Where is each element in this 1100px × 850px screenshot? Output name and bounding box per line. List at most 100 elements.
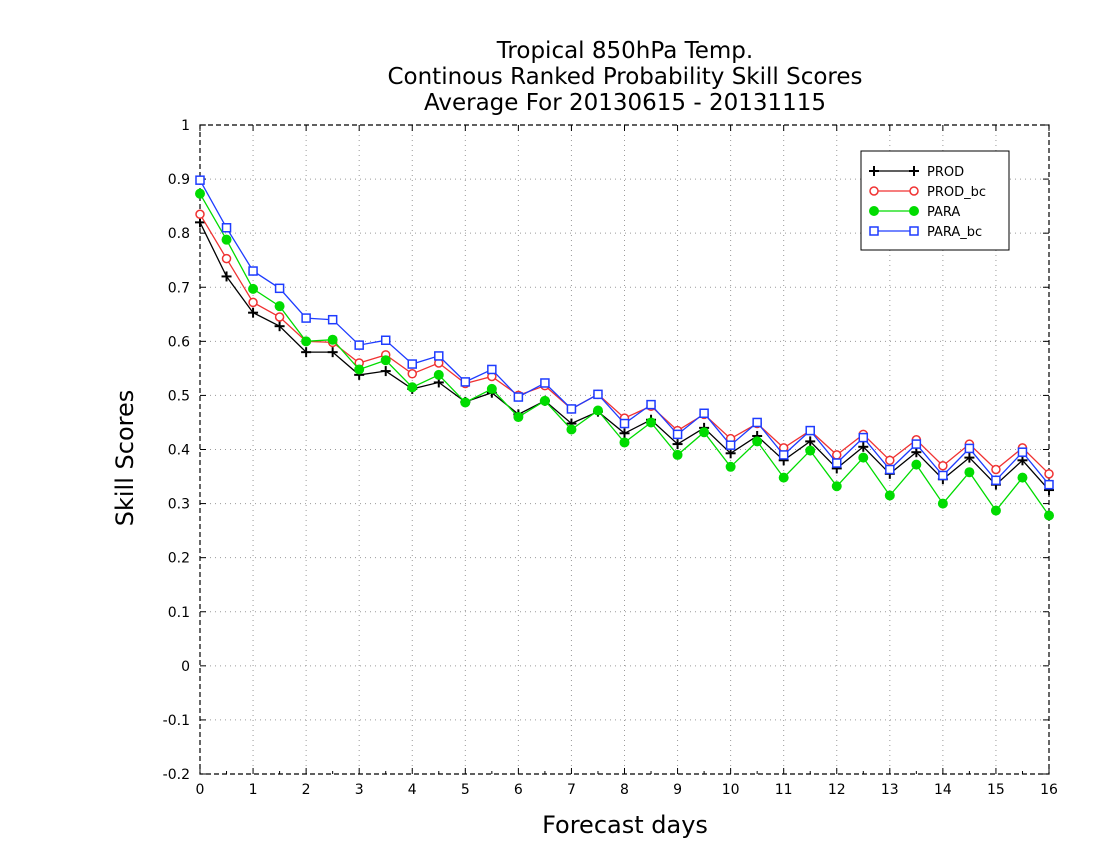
legend-item-prod: PROD xyxy=(869,165,964,180)
data-point-para xyxy=(592,405,603,416)
data-point-para xyxy=(513,412,524,423)
x-tick-label: 2 xyxy=(302,782,311,798)
data-point-para-bc xyxy=(1044,479,1054,490)
data-point-prod-bc xyxy=(938,460,948,471)
legend-label: PROD xyxy=(927,165,964,180)
data-point-para-bc xyxy=(646,399,656,410)
data-point-para xyxy=(354,364,365,375)
x-tick-label: 4 xyxy=(408,782,417,798)
data-point-para-bc xyxy=(407,359,417,369)
legend-marker xyxy=(869,186,879,196)
data-point-para xyxy=(221,234,232,245)
data-point-para-bc xyxy=(540,378,550,388)
data-point-para xyxy=(380,355,391,366)
grid xyxy=(200,125,1049,774)
x-axis-title: Forecast days xyxy=(542,811,708,839)
y-tick-label: 0.8 xyxy=(168,226,190,242)
data-point-prod xyxy=(911,447,922,458)
data-point-para-bc xyxy=(725,440,736,450)
data-point-para xyxy=(1044,510,1054,521)
data-point-para-bc xyxy=(274,283,285,294)
data-point-para xyxy=(1017,472,1028,483)
y-tick-label: 1 xyxy=(181,118,190,134)
data-point-para xyxy=(460,397,471,408)
data-point-para xyxy=(274,301,285,312)
data-point-para xyxy=(805,445,816,456)
data-point-prod xyxy=(221,271,232,282)
data-point-prod xyxy=(964,452,975,463)
legend-marker xyxy=(869,226,879,236)
x-tick-label: 6 xyxy=(514,782,523,798)
title-line-3: Average For 20130615 - 20131115 xyxy=(424,90,826,116)
data-point-para xyxy=(964,467,975,478)
data-point-para xyxy=(301,336,312,347)
y-axis-title: Skill Scores xyxy=(111,390,139,527)
axis-ticks: 0 1 2 3 4 5 6 7 8 9 10 11 12 13 14 15 16-0.2-0.100.10.20… xyxy=(163,118,1058,798)
data-point-para-bc xyxy=(964,443,975,454)
data-point-prod xyxy=(195,217,205,228)
data-point-para xyxy=(619,437,630,448)
series-para xyxy=(195,188,1054,521)
data-point-prod xyxy=(858,441,869,452)
data-point-prod xyxy=(805,436,816,447)
data-point-para-bc xyxy=(354,340,364,350)
title-line-2: Continous Ranked Probability Skill Score… xyxy=(387,64,862,90)
data-point-para xyxy=(433,369,444,380)
y-tick-label: 0.5 xyxy=(168,388,190,404)
data-point-prod-bc xyxy=(991,464,1001,475)
legend-marker xyxy=(869,166,879,176)
data-point-para-bc xyxy=(885,464,895,475)
data-point-prod-bc xyxy=(221,253,232,264)
data-point-para xyxy=(566,424,577,435)
data-point-para xyxy=(486,383,497,394)
data-point-para-bc xyxy=(566,404,577,414)
data-point-para-bc xyxy=(672,429,683,440)
legend-marker xyxy=(909,166,919,176)
legend-item-para: PARA xyxy=(869,205,960,220)
data-point-prod-bc xyxy=(1044,469,1054,479)
data-point-para xyxy=(725,461,736,472)
data-point-para-bc xyxy=(938,470,948,481)
data-point-para-bc xyxy=(487,364,497,375)
x-tick-label: 11 xyxy=(775,782,793,798)
data-point-para xyxy=(248,283,259,294)
y-tick-label: 0.4 xyxy=(168,443,190,459)
data-point-prod-bc xyxy=(195,209,205,219)
legend-box xyxy=(860,150,1010,251)
data-point-para xyxy=(407,382,418,393)
legend-marker xyxy=(909,226,919,236)
data-point-prod xyxy=(274,321,285,332)
y-tick-label: 0.6 xyxy=(168,334,190,350)
data-point-para-bc xyxy=(991,475,1001,486)
data-point-prod xyxy=(380,366,391,377)
data-point-para-bc xyxy=(752,417,762,428)
x-tick-label: 7 xyxy=(567,782,576,798)
x-tick-label: 14 xyxy=(934,782,952,798)
data-point-para xyxy=(831,481,842,492)
legend-label: PROD_bc xyxy=(927,185,986,200)
legend-item-para-bc: PARA_bc xyxy=(869,225,982,240)
data-point-para-bc xyxy=(832,458,842,468)
data-point-para-bc xyxy=(460,377,471,387)
data-point-prod xyxy=(301,347,312,358)
data-point-para-bc xyxy=(221,223,232,233)
data-point-para-bc xyxy=(380,335,391,346)
data-point-para xyxy=(646,417,657,428)
data-point-para-bc xyxy=(195,175,205,185)
data-point-para-bc xyxy=(1017,447,1028,457)
y-tick-label: 0.9 xyxy=(168,172,190,188)
data-point-para xyxy=(672,449,683,460)
data-point-prod-bc xyxy=(274,312,285,322)
data-point-para xyxy=(752,436,763,447)
x-tick-label: 12 xyxy=(828,782,846,798)
x-tick-label: 9 xyxy=(673,782,682,798)
y-tick-label: 0.3 xyxy=(168,497,190,513)
data-point-para xyxy=(990,505,1001,516)
data-point-para xyxy=(539,395,550,406)
series-layer xyxy=(195,175,1054,521)
data-point-prod xyxy=(248,307,259,318)
x-tick-label: 13 xyxy=(881,782,899,798)
legend-marker xyxy=(869,206,879,216)
